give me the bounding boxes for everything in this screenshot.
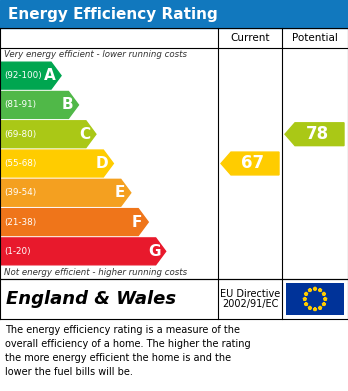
Text: England & Wales: England & Wales	[6, 290, 176, 308]
Text: Energy Efficiency Rating: Energy Efficiency Rating	[8, 7, 218, 22]
Text: 67: 67	[242, 154, 264, 172]
Text: (55-68): (55-68)	[4, 159, 37, 168]
Text: G: G	[149, 244, 161, 259]
Polygon shape	[1, 62, 61, 89]
Polygon shape	[1, 179, 131, 206]
Polygon shape	[1, 150, 113, 177]
FancyBboxPatch shape	[0, 0, 348, 28]
Text: (39-54): (39-54)	[4, 188, 36, 197]
Polygon shape	[1, 238, 166, 265]
Text: E: E	[114, 185, 125, 200]
Polygon shape	[324, 297, 327, 301]
Text: D: D	[96, 156, 109, 171]
Text: 2002/91/EC: 2002/91/EC	[222, 299, 278, 309]
Text: (92-100): (92-100)	[4, 71, 42, 80]
Polygon shape	[308, 288, 311, 292]
Text: 78: 78	[306, 125, 329, 143]
Polygon shape	[304, 302, 308, 306]
Polygon shape	[1, 209, 148, 235]
Text: A: A	[44, 68, 56, 83]
Polygon shape	[304, 292, 308, 295]
Text: Very energy efficient - lower running costs: Very energy efficient - lower running co…	[4, 50, 187, 59]
FancyBboxPatch shape	[0, 279, 348, 319]
Polygon shape	[308, 306, 311, 309]
Text: Potential: Potential	[292, 33, 338, 43]
Polygon shape	[318, 288, 322, 292]
Polygon shape	[313, 287, 317, 290]
Polygon shape	[318, 306, 322, 309]
Text: (21-38): (21-38)	[4, 217, 36, 226]
Text: F: F	[132, 215, 142, 230]
Text: (69-80): (69-80)	[4, 130, 36, 139]
Polygon shape	[221, 152, 279, 175]
Polygon shape	[285, 123, 344, 145]
Text: Current: Current	[230, 33, 270, 43]
Polygon shape	[303, 297, 307, 301]
Text: (1-20): (1-20)	[4, 247, 31, 256]
Text: EU Directive: EU Directive	[220, 289, 280, 299]
Polygon shape	[322, 302, 326, 306]
Polygon shape	[1, 91, 79, 118]
Text: (81-91): (81-91)	[4, 100, 36, 109]
Text: C: C	[79, 127, 90, 142]
FancyBboxPatch shape	[286, 283, 344, 315]
Polygon shape	[322, 292, 326, 295]
Text: Not energy efficient - higher running costs: Not energy efficient - higher running co…	[4, 268, 187, 277]
Polygon shape	[1, 121, 96, 148]
Polygon shape	[313, 307, 317, 311]
Text: B: B	[62, 97, 73, 113]
Text: The energy efficiency rating is a measure of the
overall efficiency of a home. T: The energy efficiency rating is a measur…	[5, 325, 251, 377]
